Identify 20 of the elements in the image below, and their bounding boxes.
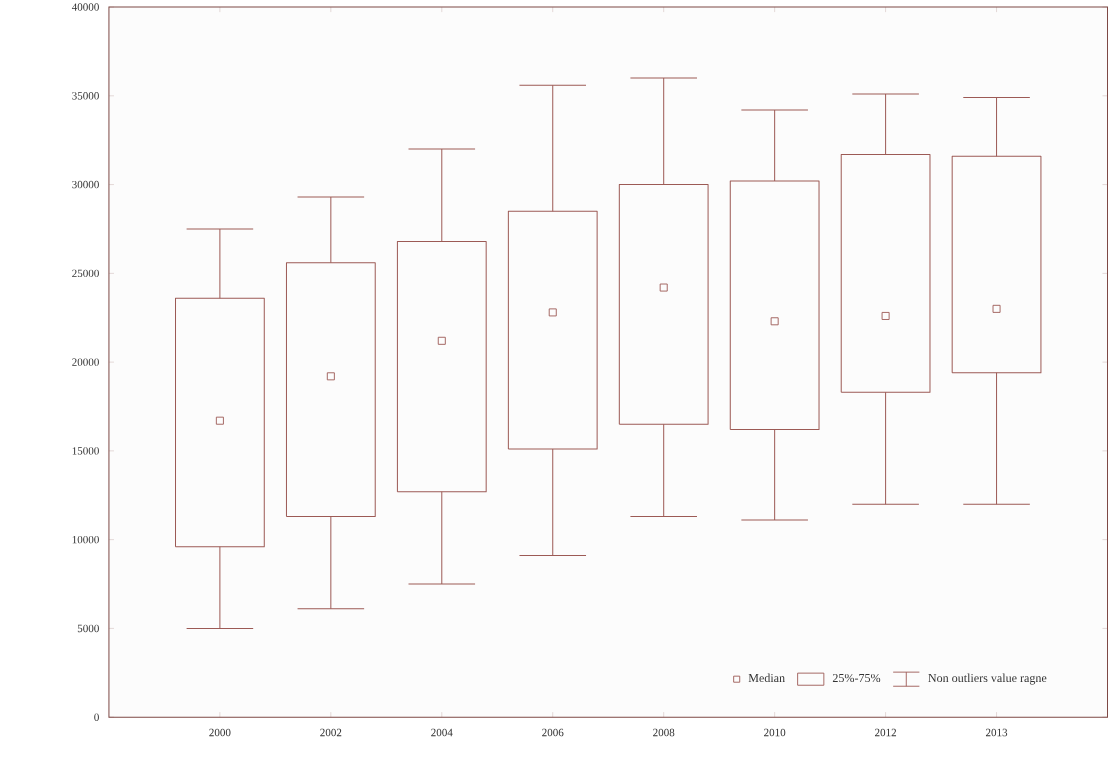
annotation: Median (748, 673, 785, 683)
annotation: Non outliers value ragne (928, 673, 1047, 685)
x-tick-label: 2002 (320, 729, 342, 737)
y-tick-label: 5000 (77, 624, 99, 633)
y-tick-label: 20000 (72, 358, 99, 367)
y-tick-label: 35000 (72, 92, 99, 100)
x-tick-label: 2013 (985, 729, 1008, 737)
y-tick-label: 0 (94, 713, 99, 722)
x-tick-label: 2012 (875, 729, 897, 737)
y-tick-label: 40000 (71, 3, 99, 12)
y-tick-label: 15000 (72, 447, 99, 455)
x-tick-label: 2010 (764, 729, 786, 737)
x-tick-label: 2004 (431, 729, 453, 737)
y-tick-label: 10000 (72, 536, 99, 544)
x-tick-label: 2000 (209, 729, 231, 737)
x-tick-label: 2008 (653, 729, 675, 737)
x-tick-label: 2006 (542, 729, 564, 737)
y-tick-label: 25000 (72, 269, 99, 278)
annotation: 25%-75% (832, 674, 881, 683)
y-tick-label: 30000 (72, 181, 99, 189)
